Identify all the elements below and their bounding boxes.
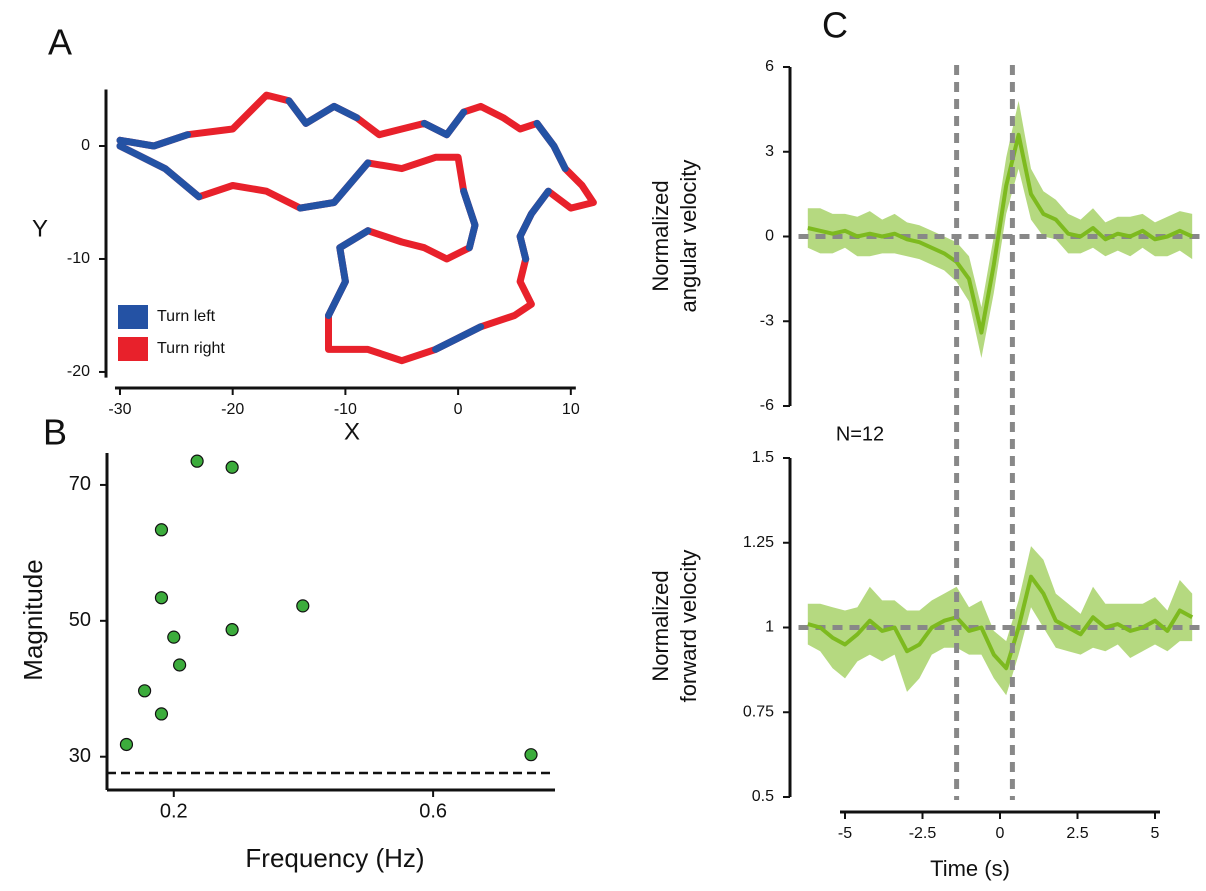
x-tick-label: -10 <box>334 401 357 418</box>
panel: 0.5 0.75 1 1.25 1.5 -5 -2.5 0 2.5 5 Time (s) Normal… <box>648 65 1202 881</box>
point <box>173 658 187 672</box>
point <box>167 630 181 644</box>
y-tick-label: 30 <box>69 745 91 767</box>
x-tick-label: 10 <box>562 401 580 418</box>
point <box>296 599 310 613</box>
panel: C -6 -3 0 3 6 Normalized angular velocity N=12 <box>648 5 1202 445</box>
point <box>225 623 239 637</box>
panel-label: B <box>43 412 67 453</box>
y-tick-label: 1.5 <box>752 449 774 466</box>
y-tick-label: -6 <box>760 397 774 414</box>
point <box>119 737 134 752</box>
point <box>154 591 169 605</box>
y-axis-label: Normalized <box>648 180 673 291</box>
trajectory <box>116 97 569 353</box>
x-axis-label: Frequency (Hz) <box>245 843 424 873</box>
x-tick-label: 5 <box>1151 825 1160 842</box>
point <box>225 460 239 474</box>
y-axis-label: angular velocity <box>676 160 701 313</box>
y-axis-label: Normalized <box>648 570 673 681</box>
x-tick-label: -2.5 <box>909 825 937 842</box>
legend-label: Turn left <box>157 308 216 325</box>
x-tick-label: -30 <box>108 401 131 418</box>
mean-line <box>807 132 1194 335</box>
y-tick-label: 1.25 <box>743 534 774 551</box>
x-axis-label: Time (s) <box>930 856 1010 881</box>
x-tick-label: 0 <box>996 825 1005 842</box>
legend-swatch <box>118 337 148 361</box>
y-tick-label: 0.5 <box>752 788 774 805</box>
y-tick-label: 70 <box>69 473 91 495</box>
panel-label: A <box>48 22 72 63</box>
legend-label: Turn right <box>157 340 225 357</box>
point <box>154 707 169 721</box>
x-tick-label: -5 <box>838 825 852 842</box>
panel: B 30 50 70 0.2 0.6 Frequency (Hz) Magnitude <box>18 412 555 873</box>
y-tick-label: 1 <box>765 619 774 636</box>
y-tick-label: 6 <box>765 58 774 75</box>
x-tick-label: -20 <box>221 401 244 418</box>
point <box>524 748 538 762</box>
y-tick-label: -10 <box>67 250 90 267</box>
point <box>190 454 204 468</box>
mean-line <box>807 574 1194 671</box>
point <box>138 684 152 698</box>
y-tick-label: 50 <box>69 609 91 631</box>
point <box>154 523 169 537</box>
y-tick-label: -20 <box>67 363 90 380</box>
annotation: N=12 <box>836 423 884 445</box>
y-axis-label: Magnitude <box>18 559 48 680</box>
y-tick-label: -3 <box>760 312 774 329</box>
x-tick-label: 0.2 <box>160 800 188 822</box>
legend-swatch <box>118 305 148 329</box>
y-tick-label: 3 <box>765 143 774 160</box>
x-tick-label: 0 <box>454 401 463 418</box>
y-axis-label: forward velocity <box>676 550 701 703</box>
y-tick-label: 0.75 <box>743 703 774 720</box>
x-tick-label: 2.5 <box>1066 825 1088 842</box>
x-tick-label: 0.6 <box>419 800 447 822</box>
panel-label: C <box>822 5 848 46</box>
y-tick-label: 0 <box>81 137 90 154</box>
x-axis-label: X <box>344 418 360 445</box>
error-band <box>807 546 1193 696</box>
panel: A 0 -10 -20 -30 -20 -10 0 10 X Y Turn left Turn righ… <box>32 22 597 445</box>
y-axis-label: Y <box>32 215 48 242</box>
y-tick-label: 0 <box>765 228 774 245</box>
trajectory <box>116 91 597 365</box>
